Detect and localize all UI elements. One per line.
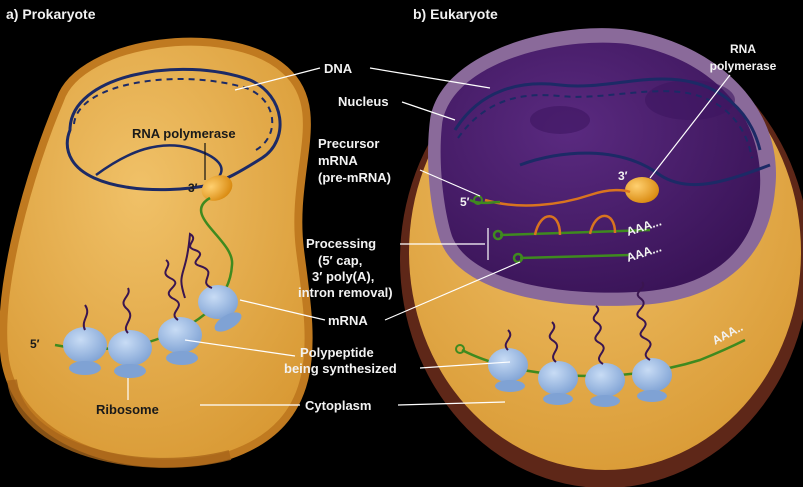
rna-polymerase-prokaryote bbox=[201, 175, 233, 201]
label-precursor-line3: (pre-mRNA) bbox=[318, 170, 391, 185]
processing-strands bbox=[492, 214, 651, 264]
label-polypeptide-line2: being synthesized bbox=[284, 361, 397, 376]
title-prokaryote: a) Prokaryote bbox=[6, 6, 96, 22]
five-prime-cap bbox=[473, 195, 483, 205]
label-mrna: mRNA bbox=[328, 313, 368, 328]
label-polypeptide-line1: Polypeptide bbox=[300, 345, 374, 360]
prokaryote-polypeptides bbox=[82, 232, 213, 334]
eukaryote-ribosomes bbox=[488, 348, 672, 407]
ribosome bbox=[63, 327, 107, 375]
label-processing-line1: Processing bbox=[306, 236, 376, 251]
label-rna-polymerase-eukaryote-line1: RNA bbox=[730, 42, 756, 56]
label-rna-polymerase-eukaryote-line2: polymerase bbox=[710, 59, 777, 73]
label-three-prime-eukaryote: 3′ bbox=[618, 169, 628, 183]
nucleus bbox=[428, 28, 777, 306]
label-dna: DNA bbox=[324, 61, 353, 76]
ribosome bbox=[632, 358, 672, 402]
eukaryote-dna bbox=[453, 77, 771, 187]
label-ribosome: Ribosome bbox=[96, 402, 159, 417]
ribosome bbox=[488, 348, 528, 392]
label-three-prime-prokaryote: 3′ bbox=[188, 181, 198, 195]
prokaryote-ribosomes bbox=[63, 285, 242, 378]
ribosome bbox=[158, 317, 202, 365]
label-five-prime-eukaryote: 5′ bbox=[460, 195, 470, 209]
precursor-mrna bbox=[484, 188, 631, 207]
leader-lines bbox=[127, 67, 731, 406]
label-processing-line2: (5′ cap, bbox=[318, 253, 362, 268]
label-processing-line3: 3′ poly(A), bbox=[312, 269, 374, 284]
ribosome bbox=[538, 361, 578, 405]
label-precursor-line1: Precursor bbox=[318, 136, 379, 151]
prokaryote-cell bbox=[0, 37, 313, 468]
prokaryote-dna bbox=[65, 67, 282, 192]
label-precursor-line2: mRNA bbox=[318, 153, 358, 168]
label-nucleus: Nucleus bbox=[338, 94, 389, 109]
label-five-prime-prokaryote: 5′ bbox=[30, 337, 40, 351]
label-processing-line4: intron removal) bbox=[298, 285, 393, 300]
label-cytoplasm: Cytoplasm bbox=[305, 398, 371, 413]
rna-polymerase-eukaryote bbox=[625, 177, 659, 203]
eukaryote-polypeptides bbox=[504, 281, 652, 365]
title-eukaryote: b) Eukaryote bbox=[413, 6, 498, 22]
ribosome bbox=[585, 363, 625, 407]
ribosome bbox=[108, 330, 152, 378]
label-rna-polymerase-prokaryote: RNA polymerase bbox=[132, 126, 236, 141]
ribosome bbox=[198, 285, 242, 332]
